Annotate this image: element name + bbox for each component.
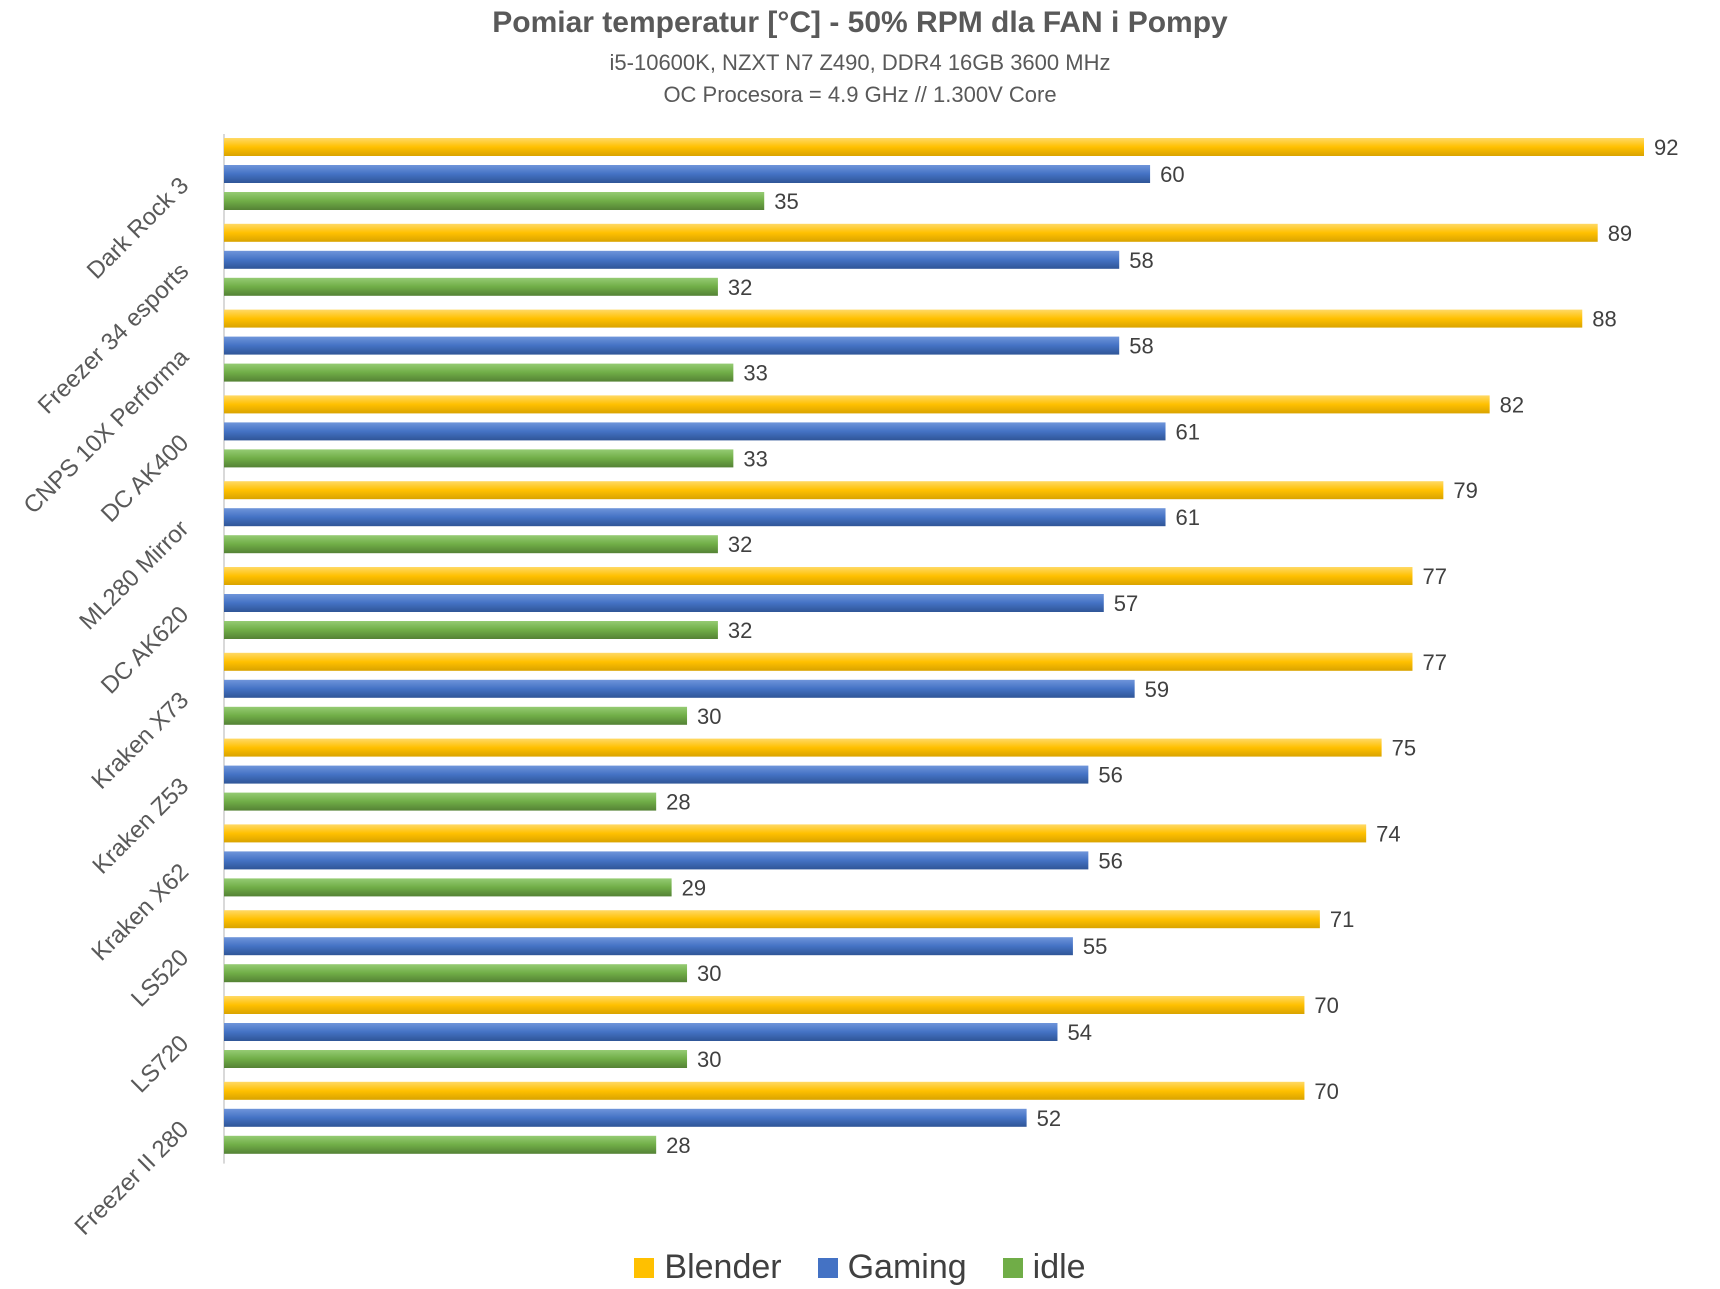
bar-idle-freezer-34-esports xyxy=(224,277,718,296)
bar-gaming-freezer-34-esports xyxy=(224,250,1120,269)
data-label-idle-cnps-10x-performa: 33 xyxy=(743,361,767,386)
data-label-blender-freezer-34-esports: 89 xyxy=(1608,221,1632,246)
data-label-gaming-dc-ak620: 57 xyxy=(1114,591,1138,616)
data-label-idle-dc-ak620: 32 xyxy=(728,618,752,643)
bar-idle-dark-rock-3 xyxy=(224,192,765,210)
chart-subtitle-line-1: i5-10600K, NZXT N7 Z490, DDR4 16GB 3600 … xyxy=(609,50,1111,75)
bar-blender-cnps-10x-performa xyxy=(224,309,1583,328)
data-label-gaming-freezer-ii-280: 52 xyxy=(1037,1106,1061,1131)
data-label-idle-ml280-mirror: 32 xyxy=(728,532,752,557)
bar-blender-freezer-ii-280 xyxy=(224,1081,1305,1100)
data-label-gaming-kraken-x73: 59 xyxy=(1145,677,1169,702)
data-label-blender-cnps-10x-performa: 88 xyxy=(1592,307,1616,332)
bar-gaming-kraken-x62 xyxy=(224,851,1089,870)
bar-gaming-ls520 xyxy=(224,937,1073,956)
bar-idle-ml280-mirror xyxy=(224,535,718,554)
data-label-gaming-ls720: 54 xyxy=(1067,1020,1091,1045)
category-label-ls520: LS520 xyxy=(126,944,194,1012)
data-label-idle-dark-rock-3: 35 xyxy=(774,189,798,214)
bar-idle-freezer-ii-280 xyxy=(224,1135,657,1154)
bar-blender-ml280-mirror xyxy=(224,481,1444,500)
data-label-gaming-kraken-x62: 56 xyxy=(1098,848,1122,873)
category-label-ls720: LS720 xyxy=(126,1030,194,1098)
category-label-cnps-10x-performa: CNPS 10X Performa xyxy=(19,343,195,519)
data-label-blender-ls720: 70 xyxy=(1314,993,1338,1018)
bar-idle-ls520 xyxy=(224,964,688,983)
bar-gaming-dc-ak620 xyxy=(224,594,1104,612)
data-label-blender-kraken-z53: 75 xyxy=(1392,736,1416,761)
data-label-idle-freezer-ii-280: 28 xyxy=(666,1133,690,1158)
bar-idle-dc-ak400 xyxy=(224,449,734,468)
data-label-gaming-freezer-34-esports: 58 xyxy=(1129,248,1153,273)
bar-blender-kraken-x73 xyxy=(224,652,1413,671)
data-label-blender-ls520: 71 xyxy=(1330,907,1354,932)
data-label-blender-freezer-ii-280: 70 xyxy=(1314,1079,1338,1104)
legend-item-gaming: Gaming xyxy=(817,1248,967,1287)
data-label-idle-kraken-x62: 29 xyxy=(682,875,706,900)
bar-gaming-cnps-10x-performa xyxy=(224,336,1120,355)
data-label-idle-ls520: 30 xyxy=(697,961,721,986)
bar-idle-kraken-z53 xyxy=(224,792,657,811)
bar-idle-cnps-10x-performa xyxy=(224,363,734,382)
bar-blender-freezer-34-esports xyxy=(224,223,1598,242)
bar-gaming-ls720 xyxy=(224,1023,1058,1041)
bar-idle-kraken-x62 xyxy=(224,878,672,897)
bar-blender-kraken-z53 xyxy=(224,738,1382,757)
bar-blender-dark-rock-3 xyxy=(224,138,1644,156)
data-label-gaming-dc-ak400: 61 xyxy=(1176,419,1200,444)
bar-blender-ls520 xyxy=(224,910,1320,929)
category-label-freezer-34-esports: Freezer 34 esports xyxy=(33,258,195,420)
bar-blender-kraken-x62 xyxy=(224,824,1367,843)
data-label-idle-dc-ak400: 33 xyxy=(743,446,767,471)
category-label-freezer-ii-280: Freezer II 280 xyxy=(70,1116,195,1241)
bar-blender-ls720 xyxy=(224,996,1305,1014)
bar-blender-dc-ak400 xyxy=(224,395,1490,414)
legend-label-gaming: Gaming xyxy=(847,1248,967,1286)
data-label-blender-kraken-x73: 77 xyxy=(1422,650,1446,675)
data-label-blender-ml280-mirror: 79 xyxy=(1453,478,1477,503)
data-label-gaming-cnps-10x-performa: 58 xyxy=(1129,334,1153,359)
bar-idle-kraken-x73 xyxy=(224,706,688,725)
bar-blender-dc-ak620 xyxy=(224,567,1413,585)
data-label-blender-kraken-x62: 74 xyxy=(1376,821,1400,846)
data-label-idle-kraken-x73: 30 xyxy=(697,704,721,729)
legend-item-idle: idle xyxy=(1002,1248,1086,1287)
data-label-gaming-dark-rock-3: 60 xyxy=(1160,162,1184,187)
data-label-idle-ls720: 30 xyxy=(697,1047,721,1072)
data-label-gaming-ls520: 55 xyxy=(1083,934,1107,959)
legend-label-blender: Blender xyxy=(664,1248,782,1286)
bar-gaming-dc-ak400 xyxy=(224,422,1166,441)
data-label-idle-kraken-z53: 28 xyxy=(666,790,690,815)
bar-idle-dc-ak620 xyxy=(224,621,718,639)
bar-gaming-freezer-ii-280 xyxy=(224,1108,1027,1127)
chart-legend: Blender Gaming idle xyxy=(0,1248,1720,1287)
legend-swatch-gaming xyxy=(817,1257,838,1278)
data-label-idle-freezer-34-esports: 32 xyxy=(728,275,752,300)
data-label-blender-dark-rock-3: 92 xyxy=(1654,135,1678,160)
data-label-gaming-kraken-z53: 56 xyxy=(1098,763,1122,788)
data-label-gaming-ml280-mirror: 61 xyxy=(1176,505,1200,530)
legend-item-blender: Blender xyxy=(634,1248,782,1287)
legend-swatch-blender xyxy=(634,1257,655,1278)
bar-gaming-ml280-mirror xyxy=(224,508,1166,527)
legend-swatch-idle xyxy=(1002,1257,1023,1278)
data-label-blender-dc-ak400: 82 xyxy=(1500,392,1524,417)
bar-gaming-kraken-x73 xyxy=(224,679,1135,698)
chart-title: Pomiar temperatur [°C] - 50% RPM dla FAN… xyxy=(492,6,1228,39)
bar-gaming-dark-rock-3 xyxy=(224,165,1151,183)
data-label-blender-dc-ak620: 77 xyxy=(1422,564,1446,589)
legend-label-idle: idle xyxy=(1032,1248,1086,1286)
chart-subtitle-line-2: OC Procesora = 4.9 GHz // 1.300V Core xyxy=(663,82,1057,107)
bar-idle-ls720 xyxy=(224,1050,688,1068)
bar-gaming-kraken-z53 xyxy=(224,765,1089,784)
